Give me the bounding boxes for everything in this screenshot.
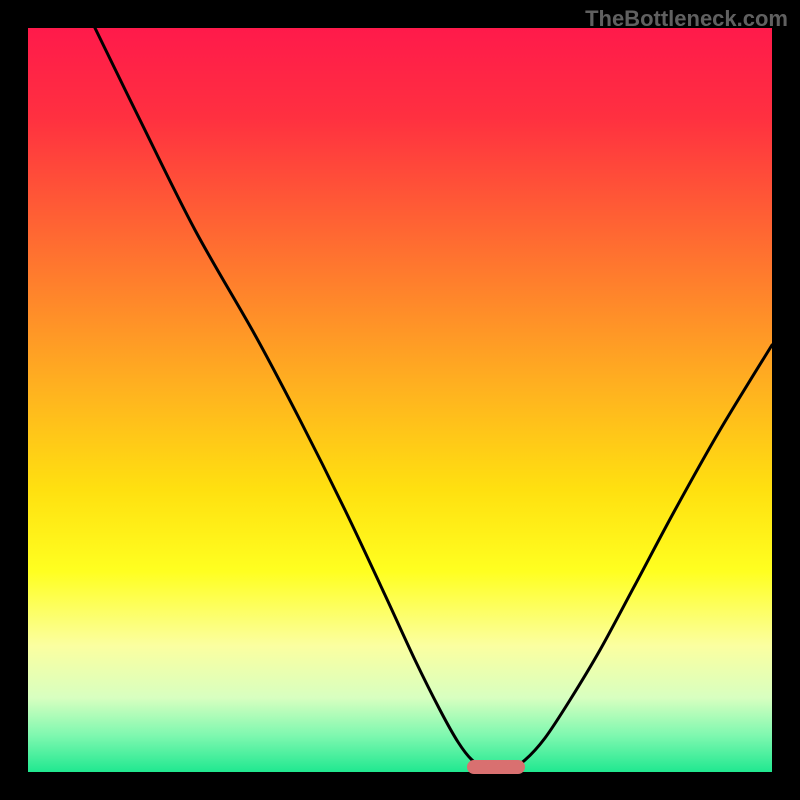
bottleneck-chart: TheBottleneck.com <box>0 0 800 800</box>
plot-area <box>28 28 772 772</box>
watermark-text: TheBottleneck.com <box>585 6 788 32</box>
chart-canvas <box>0 0 800 800</box>
optimal-range-marker <box>467 760 525 774</box>
